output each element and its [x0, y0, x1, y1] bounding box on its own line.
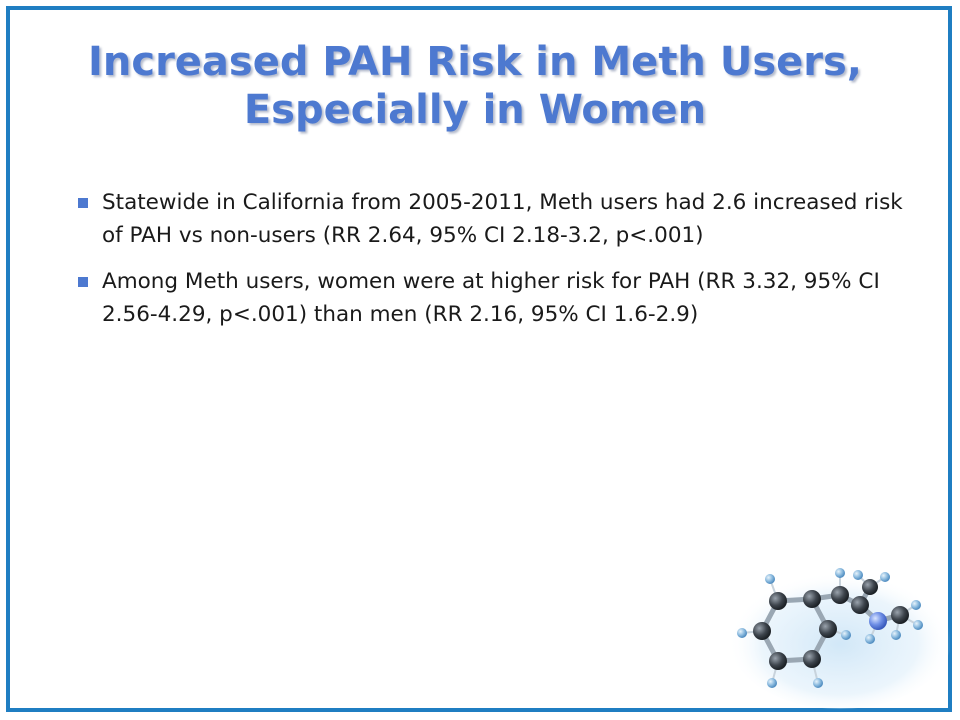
- title-line-1: Increased PAH Risk in Meth Users,: [88, 39, 862, 85]
- slide-title: Increased PAH Risk in Meth Users, Especi…: [60, 38, 890, 134]
- bullet-item-women: Among Meth users, women were at higher r…: [76, 265, 926, 331]
- square-bullet-icon: [78, 198, 88, 208]
- title-line-2: Especially in Women: [243, 87, 707, 133]
- bullet-list: Statewide in California from 2005-2011, …: [76, 186, 926, 344]
- methamphetamine-molecule-icon: [728, 565, 950, 709]
- square-bullet-icon: [78, 277, 88, 287]
- bullet-text: Statewide in California from 2005-2011, …: [102, 190, 903, 248]
- slide-border: [6, 6, 952, 712]
- bullet-item-statewide: Statewide in California from 2005-2011, …: [76, 186, 926, 252]
- bullet-text: Among Meth users, women were at higher r…: [102, 269, 880, 327]
